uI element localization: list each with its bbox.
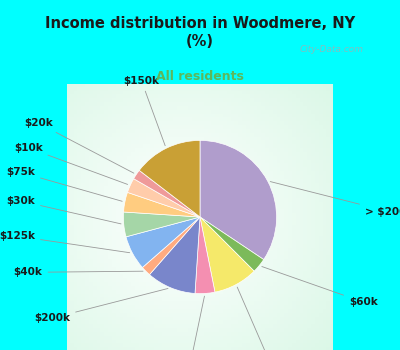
Wedge shape	[139, 140, 200, 217]
Text: $150k: $150k	[124, 76, 165, 146]
Text: Income distribution in Woodmere, NY
(%): Income distribution in Woodmere, NY (%)	[45, 16, 355, 49]
Text: $50k: $50k	[175, 296, 204, 350]
Text: $30k: $30k	[6, 196, 121, 224]
Wedge shape	[142, 217, 200, 275]
Text: $100k: $100k	[237, 287, 287, 350]
Text: $20k: $20k	[24, 118, 134, 173]
Wedge shape	[123, 212, 200, 237]
Wedge shape	[134, 170, 200, 217]
Wedge shape	[200, 217, 254, 292]
Text: City-Data.com: City-Data.com	[300, 45, 364, 54]
Text: All residents: All residents	[156, 70, 244, 83]
Text: $125k: $125k	[0, 231, 130, 253]
Wedge shape	[126, 217, 200, 267]
Wedge shape	[128, 179, 200, 217]
Text: $60k: $60k	[262, 266, 378, 307]
Wedge shape	[200, 217, 264, 271]
Text: $10k: $10k	[14, 143, 128, 184]
Text: $40k: $40k	[14, 267, 143, 277]
Text: $75k: $75k	[6, 167, 122, 201]
Text: $200k: $200k	[34, 288, 168, 323]
Wedge shape	[150, 217, 200, 293]
Wedge shape	[124, 193, 200, 217]
Wedge shape	[200, 140, 277, 260]
Wedge shape	[195, 217, 215, 294]
Text: > $200k: > $200k	[270, 182, 400, 217]
